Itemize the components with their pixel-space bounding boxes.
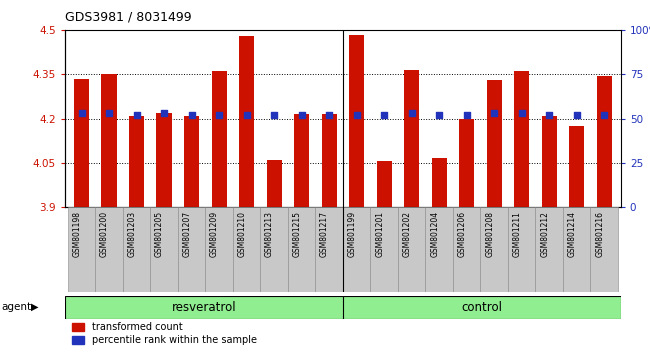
Bar xyxy=(432,158,447,207)
Point xyxy=(434,112,445,118)
Bar xyxy=(211,72,227,207)
Text: GSM801205: GSM801205 xyxy=(155,211,164,257)
Text: control: control xyxy=(462,301,502,314)
Text: GDS3981 / 8031499: GDS3981 / 8031499 xyxy=(65,11,192,24)
Text: GSM801209: GSM801209 xyxy=(210,211,219,257)
Bar xyxy=(376,161,392,207)
Bar xyxy=(536,207,563,292)
Bar xyxy=(74,79,89,207)
Bar xyxy=(508,207,536,292)
Text: GSM801214: GSM801214 xyxy=(567,211,577,257)
Text: GSM801199: GSM801199 xyxy=(348,211,357,257)
Bar xyxy=(178,207,205,292)
Point xyxy=(296,112,307,118)
Bar xyxy=(597,76,612,207)
Point xyxy=(269,112,280,118)
Bar xyxy=(563,207,590,292)
Text: GSM801200: GSM801200 xyxy=(100,211,109,257)
Point xyxy=(159,110,169,116)
Point xyxy=(544,112,554,118)
Text: GSM801203: GSM801203 xyxy=(127,211,136,257)
Bar xyxy=(459,119,474,207)
Legend: transformed count, percentile rank within the sample: transformed count, percentile rank withi… xyxy=(68,319,261,349)
Text: GSM801208: GSM801208 xyxy=(485,211,494,257)
Bar xyxy=(541,116,557,207)
Text: agent: agent xyxy=(1,302,31,312)
Bar xyxy=(96,207,123,292)
Bar xyxy=(150,207,178,292)
Bar xyxy=(404,70,419,207)
Bar xyxy=(157,113,172,207)
Point xyxy=(214,112,224,118)
Point xyxy=(104,110,114,116)
Point xyxy=(187,112,197,118)
Bar xyxy=(233,207,261,292)
Bar xyxy=(425,207,453,292)
Bar xyxy=(343,207,370,292)
Point xyxy=(571,112,582,118)
Bar xyxy=(322,114,337,207)
Bar xyxy=(398,207,425,292)
Point xyxy=(379,112,389,118)
Bar xyxy=(288,207,315,292)
Text: GSM801211: GSM801211 xyxy=(513,211,522,257)
Text: GSM801212: GSM801212 xyxy=(540,211,549,257)
Bar xyxy=(239,36,254,207)
Text: GSM801213: GSM801213 xyxy=(265,211,274,257)
Point xyxy=(241,112,252,118)
Point xyxy=(462,112,472,118)
Point xyxy=(324,112,334,118)
Text: GSM801216: GSM801216 xyxy=(595,211,604,257)
Bar xyxy=(590,207,618,292)
Point xyxy=(489,110,499,116)
Point xyxy=(131,112,142,118)
Bar xyxy=(453,207,480,292)
Text: GSM801206: GSM801206 xyxy=(458,211,467,257)
Bar xyxy=(261,207,288,292)
Bar xyxy=(129,116,144,207)
Text: GSM801215: GSM801215 xyxy=(292,211,302,257)
Point xyxy=(599,112,610,118)
Text: GSM801204: GSM801204 xyxy=(430,211,439,257)
Point xyxy=(517,110,527,116)
Bar xyxy=(294,114,309,207)
Bar xyxy=(315,207,343,292)
Point xyxy=(352,112,362,118)
Text: GSM801210: GSM801210 xyxy=(238,211,246,257)
Bar xyxy=(487,80,502,207)
Bar xyxy=(205,207,233,292)
Bar xyxy=(514,72,529,207)
Bar xyxy=(480,207,508,292)
Bar xyxy=(370,207,398,292)
Text: GSM801217: GSM801217 xyxy=(320,211,329,257)
Bar xyxy=(123,207,150,292)
Text: resveratrol: resveratrol xyxy=(172,301,236,314)
Point xyxy=(76,110,86,116)
Bar xyxy=(184,116,199,207)
Bar xyxy=(68,207,96,292)
Text: GSM801201: GSM801201 xyxy=(375,211,384,257)
Bar xyxy=(101,74,116,207)
Bar xyxy=(569,126,584,207)
Bar xyxy=(349,34,364,207)
Text: GSM801198: GSM801198 xyxy=(73,211,81,257)
Bar xyxy=(266,160,281,207)
Text: GSM801202: GSM801202 xyxy=(402,211,411,257)
Point xyxy=(406,110,417,116)
Text: GSM801207: GSM801207 xyxy=(183,211,192,257)
Text: ▶: ▶ xyxy=(31,302,39,312)
